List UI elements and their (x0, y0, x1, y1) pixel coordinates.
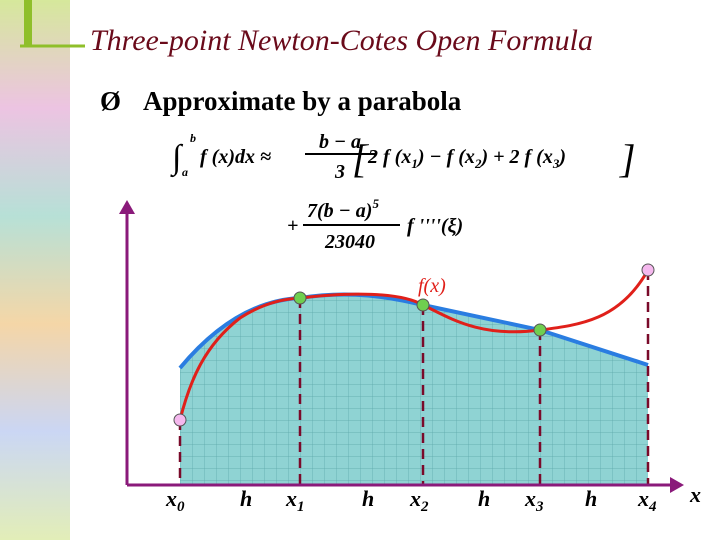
decor-bar (24, 0, 32, 45)
frac2-num: 7(b − a)5 (307, 196, 379, 222)
node-base: x (165, 486, 177, 511)
point (416, 298, 430, 312)
title: Three-point Newton-Cotes Open Formula (90, 24, 593, 57)
frac-num: b − a (319, 131, 361, 153)
node-label: x0 (165, 486, 185, 515)
formula: ∫ b a f (x)dx ≈ b − a 3 [ 2 f (x1) − f (… (170, 131, 636, 253)
lower-limit: a (182, 165, 188, 179)
frac-den: 3 (334, 161, 345, 183)
term: ) − f (x (416, 146, 475, 168)
plus: + (287, 215, 298, 237)
error-term: f ''''(ξ) (407, 215, 463, 237)
term: 2 f (x (367, 146, 411, 168)
term: 7(b − a) (307, 200, 372, 222)
axis-label: x (689, 482, 701, 507)
upper-limit: b (190, 131, 196, 145)
node-base: x (409, 486, 421, 511)
function-curve (178, 269, 650, 421)
node-label: x2 (409, 486, 429, 515)
bracket-close: ] (619, 136, 636, 181)
point (533, 323, 547, 337)
node-sub: 3 (535, 499, 544, 515)
node-base: x (524, 486, 536, 511)
frac2-den: 23040 (324, 231, 375, 253)
integral: ∫ (170, 139, 184, 178)
dashed-lines (178, 270, 650, 485)
node-label: x3 (524, 486, 544, 515)
bullet-marker: Ø (100, 86, 121, 116)
node-base: x (637, 486, 649, 511)
point (293, 291, 307, 305)
curve-label: f(x) (418, 275, 446, 297)
node-sub: 4 (648, 499, 657, 515)
point (173, 413, 187, 427)
node-labels: x0 x1 x2 x3 x4h h h h (165, 486, 657, 515)
bracket-open: [ (352, 136, 370, 181)
points (173, 263, 655, 427)
y-arrow (119, 200, 135, 214)
superscript: 5 (372, 196, 379, 211)
point (641, 263, 655, 277)
bullet-text: Approximate by a parabola (143, 86, 462, 116)
subscript: 1 (411, 156, 418, 171)
bracket-body: 2 f (x1) − f (x2) + 2 f (x3) (367, 146, 566, 171)
node-base: x (285, 486, 297, 511)
node-label: x1 (285, 486, 305, 515)
subscript: 3 (552, 156, 560, 171)
decor-strip (0, 0, 70, 540)
node-sub: 0 (177, 499, 185, 515)
node-sub: 2 (420, 499, 429, 515)
subscript: 2 (474, 156, 482, 171)
integrand: f (x)dx ≈ (200, 146, 271, 168)
spacing-label: h (585, 486, 597, 511)
x-arrow (670, 477, 684, 493)
area (180, 294, 648, 485)
term: ) + 2 f (x (479, 146, 552, 168)
spacing-label: h (240, 486, 252, 511)
node-sub: 1 (297, 499, 305, 515)
term: ) (557, 146, 566, 168)
node-label: x4 (637, 486, 657, 515)
spacing-label: h (362, 486, 374, 511)
spacing-label: h (478, 486, 490, 511)
